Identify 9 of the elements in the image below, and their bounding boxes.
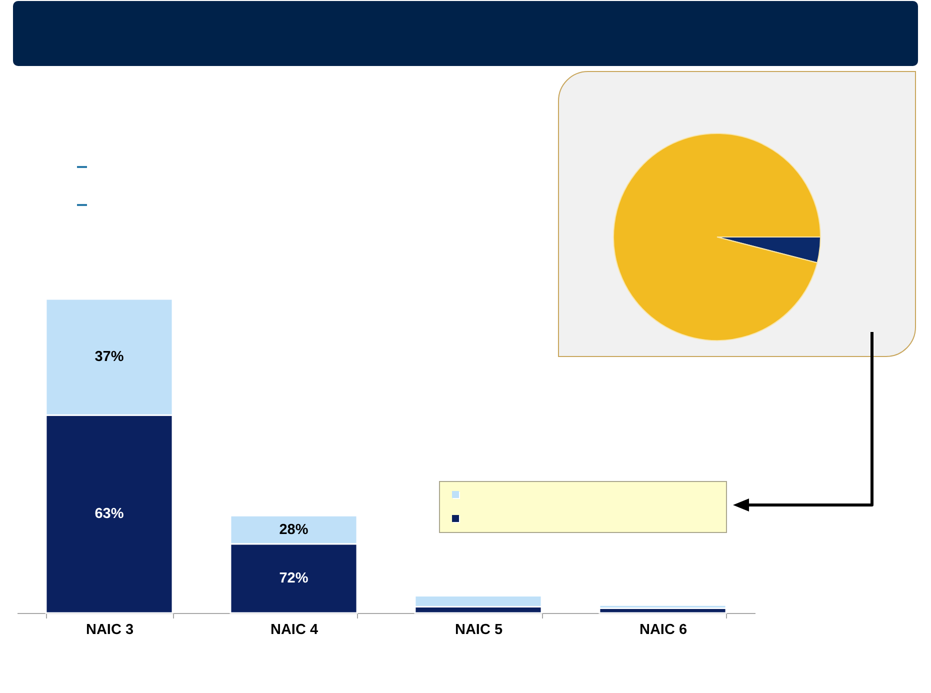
annotation: 63% — [94, 506, 124, 522]
x-tick-label: NAIC 4 — [270, 622, 318, 638]
annotation: 37% — [94, 349, 124, 366]
x-tick-label: NAIC 3 — [86, 622, 134, 638]
x-tick-label: NAIC 6 — [639, 622, 688, 638]
x-tick-label: NAIC 5 — [454, 622, 503, 638]
annotation: 72% — [279, 570, 308, 586]
pie-slice — [613, 133, 821, 341]
annotation: 28% — [279, 522, 308, 538]
